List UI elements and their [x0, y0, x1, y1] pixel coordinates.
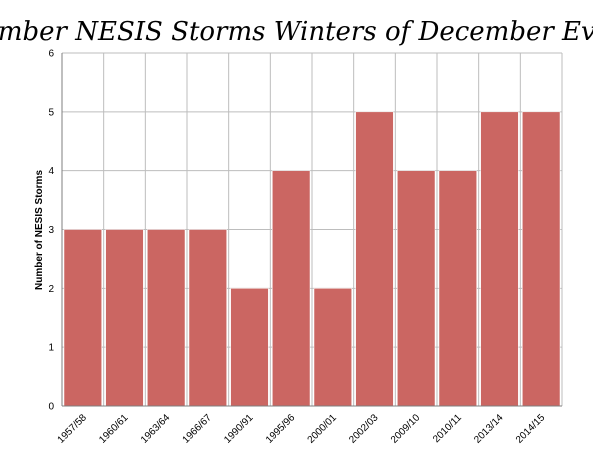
x-tick-label: 2000/01 — [306, 412, 340, 446]
x-tick-label: 1963/64 — [139, 412, 173, 446]
y-tick-label: 6 — [48, 49, 54, 60]
bar-1995-96 — [272, 170, 311, 407]
x-tick-label: 2013/14 — [472, 412, 506, 446]
bars — [63, 111, 561, 407]
bar-1990-91 — [230, 288, 269, 407]
bar-1963-64 — [147, 229, 186, 407]
bar-1957-58 — [63, 229, 102, 407]
x-tick-label: 1960/61 — [97, 412, 131, 446]
chart-title: Number NESIS Storms Winters of December … — [0, 17, 593, 47]
x-tick-label: 1957/58 — [56, 412, 90, 446]
bar-1966-67 — [188, 229, 227, 407]
x-tick-labels: 1957/58 1960/61 1963/64 1966/67 1990/91 1995/… — [56, 412, 548, 446]
bar-2014-15 — [522, 111, 561, 407]
bar-2010-11 — [438, 170, 477, 407]
bar-2009-10 — [397, 170, 436, 407]
bar-2002-03 — [355, 111, 394, 407]
bar-1960-61 — [105, 229, 144, 407]
y-axis-label: Number of NESIS Storms — [34, 170, 45, 290]
y-tick-label: 5 — [48, 107, 54, 118]
y-tick-label: 1 — [48, 343, 54, 354]
x-tick-label: 2002/03 — [347, 412, 381, 446]
x-tick-label: 1990/91 — [222, 412, 256, 446]
y-tick-label: 3 — [48, 225, 54, 236]
y-tick-labels: 0 1 2 3 4 5 6 — [48, 49, 54, 413]
y-tick-label: 2 — [48, 284, 54, 295]
x-tick-label: 2010/11 — [431, 412, 464, 445]
bar-2013-14 — [480, 111, 519, 407]
axes — [61, 53, 562, 407]
grid — [62, 52, 563, 406]
y-tick-label: 0 — [48, 402, 54, 413]
x-tick-label: 1995/96 — [264, 412, 298, 446]
y-tick-label: 4 — [48, 166, 54, 177]
x-tick-label: 2009/10 — [389, 412, 423, 446]
x-tick-label: 1966/67 — [181, 412, 215, 446]
bar-2000-01 — [313, 288, 352, 407]
x-tick-label: 2014/15 — [514, 412, 548, 446]
